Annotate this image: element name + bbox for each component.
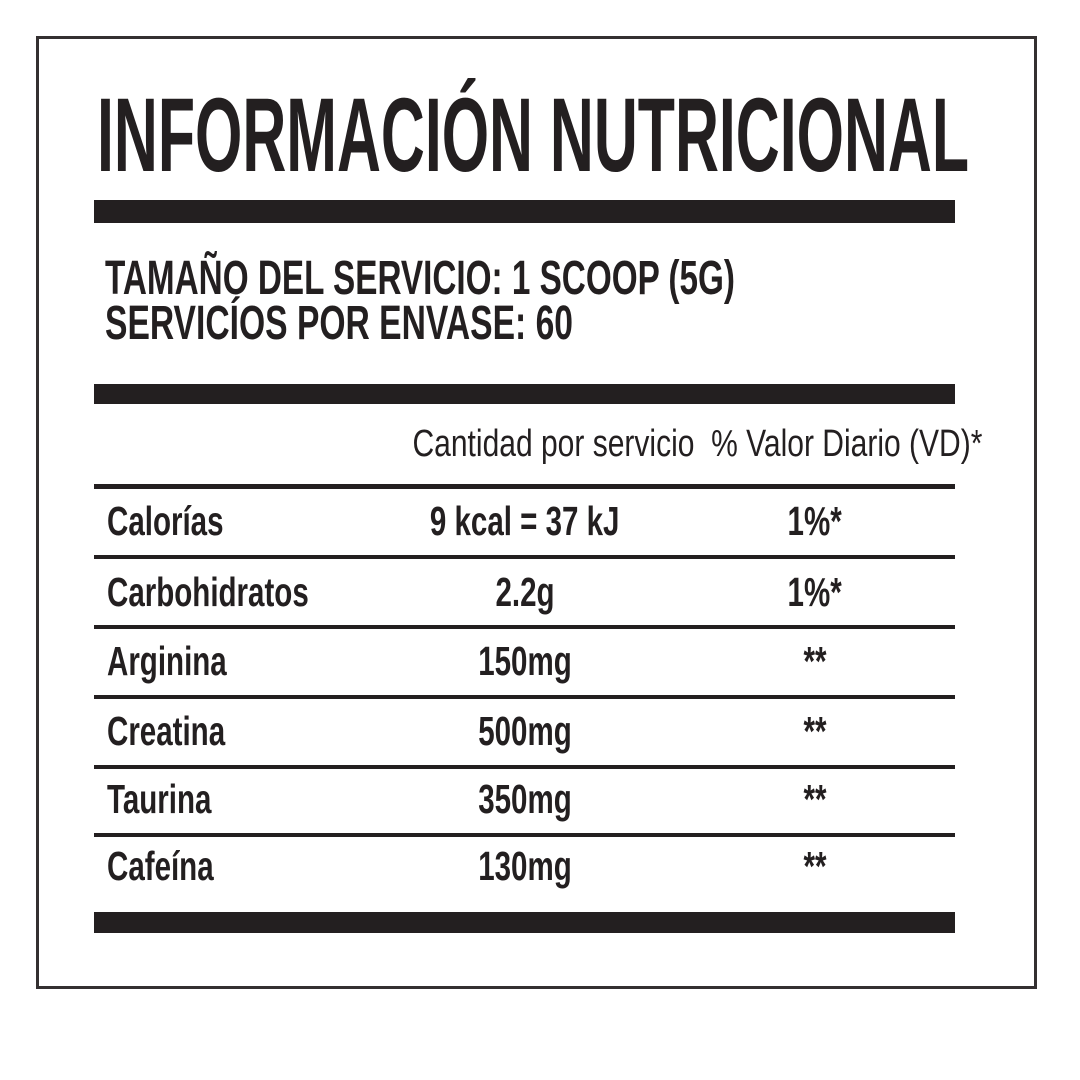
daily-value: 1%* [787, 569, 843, 615]
row-separator-line [94, 625, 955, 629]
servings-per-container-text: SERVICÍOS POR ENVASE: 60 [105, 297, 573, 350]
header-amount: Cantidad por servicio [412, 423, 695, 465]
label-title-text: INFORMACIÓN NUTRICIONAL [97, 77, 969, 194]
amount-value: 9 kcal = 37 kJ [430, 498, 620, 544]
nutrient-name: Creatina [107, 708, 226, 754]
row-separator-line [94, 765, 955, 769]
serving-size-text: TAMAÑO DEL SERVICIO: 1 SCOOP (5G) [105, 252, 735, 305]
divider-bar-top [94, 200, 955, 223]
amount-value: 500mg [478, 708, 572, 754]
header-separator-line [94, 484, 955, 489]
divider-bar-bottom [94, 912, 955, 933]
table-row: Creatina 500mg ** [94, 706, 955, 756]
amount-value: 350mg [478, 776, 572, 822]
table-row: Arginina 150mg ** [94, 636, 955, 686]
table-row: Taurina 350mg ** [94, 774, 955, 824]
nutrient-name: Arginina [107, 638, 227, 684]
table-header-row: Cantidad por servicio % Valor Diario (VD… [94, 419, 982, 469]
row-separator-line [94, 695, 955, 699]
divider-bar-middle [94, 384, 955, 404]
daily-value: ** [803, 638, 827, 684]
amount-value: 150mg [478, 638, 572, 684]
nutrient-name: Taurina [107, 776, 212, 822]
daily-value: ** [803, 843, 827, 889]
nutrient-name: Calorías [107, 498, 224, 544]
table-row: Cafeína 130mg ** [94, 841, 955, 891]
nutrient-name: Cafeína [107, 843, 214, 889]
amount-value: 2.2g [495, 569, 555, 615]
label-outer-border [36, 36, 1037, 989]
servings-per-container-line: SERVICÍOS POR ENVASE: 60 [105, 294, 773, 354]
amount-value: 130mg [478, 843, 572, 889]
daily-value: ** [803, 776, 827, 822]
serving-size-line: TAMAÑO DEL SERVICIO: 1 SCOOP (5G) [105, 249, 1014, 309]
header-daily-value: % Valor Diario (VD)* [711, 423, 983, 465]
daily-value: 1%* [787, 498, 843, 544]
row-separator-line [94, 833, 955, 837]
row-separator-line [94, 555, 955, 559]
table-row: Calorías 9 kcal = 37 kJ 1%* [94, 496, 955, 546]
nutrient-name: Carbohidratos [107, 569, 309, 615]
daily-value: ** [803, 708, 827, 754]
table-row: Carbohidratos 2.2g 1%* [94, 567, 955, 617]
label-title: INFORMACIÓN NUTRICIONAL [97, 76, 1080, 196]
